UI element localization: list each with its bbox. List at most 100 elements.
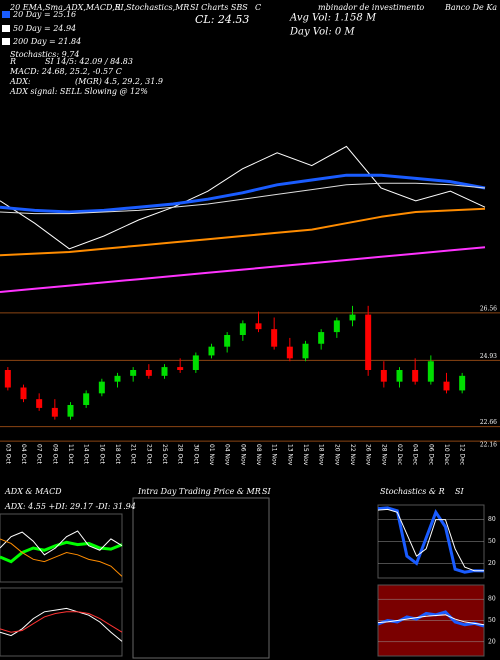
y-tick-label: 20 <box>488 560 496 567</box>
candle-body <box>365 314 372 370</box>
candle-body <box>192 355 199 370</box>
series-line <box>0 530 123 556</box>
panel-frame <box>0 513 123 583</box>
avg-vol: Avg Vol: 1.158 M <box>289 13 377 24</box>
x-tick-label: 30 Oct <box>192 444 199 465</box>
candle-body <box>459 375 466 391</box>
y-tick-label: 80 <box>488 516 496 523</box>
legend-entry: 200 Day = 21.84 <box>12 37 81 46</box>
series-line <box>0 538 123 577</box>
candle-body <box>224 335 231 347</box>
x-tick-label: 09 Oct <box>51 444 58 465</box>
candle-body <box>302 343 309 359</box>
candle-body <box>51 407 58 417</box>
intraday-panel <box>132 497 270 659</box>
candle-body <box>349 314 356 321</box>
panel-title: SI <box>262 487 271 496</box>
candle-body <box>67 405 74 417</box>
candle-body <box>20 387 27 400</box>
panel-title: Stochastics & R <box>380 487 445 496</box>
x-tick-label: 10 Dec <box>443 444 450 465</box>
candle-body <box>333 320 340 333</box>
candle-body <box>130 370 137 376</box>
candle-body <box>318 332 325 344</box>
info-text: ADX signal: SELL Slowing @ 12% <box>9 87 148 96</box>
info-text: (MGR) 4.5, 29.2, 31.9 <box>75 77 163 86</box>
x-tick-label: 03 Oct <box>4 444 11 465</box>
candle-body <box>145 370 152 376</box>
x-tick-label: 06 Dec <box>427 444 434 465</box>
candle-body <box>177 367 184 370</box>
candle-body <box>208 346 215 356</box>
y-tick-label: 22.66 <box>480 419 497 426</box>
y-tick-label: 50 <box>488 538 496 545</box>
x-tick-label: 08 Nov <box>255 444 262 466</box>
candle-body <box>98 381 105 394</box>
candle-body <box>443 381 450 391</box>
header-text: mbinador de investimento <box>318 3 424 12</box>
x-tick-label: 20 Nov <box>333 444 340 466</box>
y-tick-label: 24.93 <box>480 353 497 360</box>
header-text: 20 EMA,Sma,ADX,MACD,R <box>9 3 121 12</box>
x-tick-label: 13 Nov <box>286 444 293 466</box>
info-text: MACD: 24.68, 25.2, -0.57 C <box>9 67 122 76</box>
x-tick-label: 07 Oct <box>36 444 43 465</box>
series-line <box>0 611 123 633</box>
x-tick-label: 02 Dec <box>396 444 403 465</box>
x-tick-label: 06 Nov <box>239 444 246 466</box>
x-tick-label: 11 Oct <box>67 444 74 465</box>
panel-title: ADX & MACD <box>4 487 62 496</box>
x-tick-label: 28 Oct <box>177 444 184 465</box>
x-tick-label: 11 Nov <box>271 444 278 466</box>
candle-body <box>396 370 403 382</box>
x-tick-label: 18 Oct <box>114 444 121 465</box>
legend-swatch <box>2 25 10 32</box>
series-line <box>0 173 486 214</box>
legend-swatch <box>2 11 10 18</box>
candle-body <box>412 370 419 382</box>
panel-title: SI <box>455 487 464 496</box>
header-text: Banco De Ka <box>444 3 497 12</box>
candle-body <box>114 375 121 382</box>
legend-entry: 50 Day = 24.94 <box>13 24 76 33</box>
series-line <box>0 246 486 293</box>
x-tick-label: 16 Oct <box>98 444 105 465</box>
y-tick-label: 50 <box>488 617 496 624</box>
series-line <box>377 506 485 574</box>
candle-body <box>271 329 278 347</box>
x-tick-label: 14 Oct <box>83 444 90 465</box>
x-tick-label: 28 Nov <box>380 444 387 466</box>
candle-body <box>427 361 434 382</box>
x-tick-label: 12 Dec <box>459 444 466 465</box>
candle-body <box>239 323 246 335</box>
candle-body <box>83 393 90 405</box>
x-tick-label: 18 Nov <box>318 444 325 466</box>
series-line <box>377 614 485 626</box>
close-label: CL: 24.53 <box>195 13 249 26</box>
x-tick-label: 01 Nov <box>208 444 215 466</box>
x-tick-label: 04 Oct <box>20 444 27 465</box>
series-line <box>0 207 486 257</box>
info-text: Stochastics: 9.74 <box>10 50 79 59</box>
candle-body <box>4 370 11 388</box>
x-tick-label: 23 Oct <box>145 444 152 465</box>
y-tick-label: 26.56 <box>480 305 497 312</box>
header-text: C <box>255 3 261 12</box>
candle-body <box>161 367 168 376</box>
series-line <box>0 182 486 215</box>
candle-body <box>286 346 293 359</box>
series-line <box>377 508 484 572</box>
day-vol: Day Vol: 0 M <box>289 27 355 38</box>
panel-frame <box>0 587 123 657</box>
y-tick-label: 22.16 <box>480 442 497 449</box>
y-tick-label: 20 <box>488 638 496 645</box>
series-line <box>0 145 486 250</box>
x-tick-label: 15 Nov <box>302 444 309 466</box>
candle-body <box>380 370 387 382</box>
info-text: SI 14/5: 42.09 / 84.83 <box>45 57 133 66</box>
panel-subtitle: ADX: 4.55 +DI: 29.17 -DI: 31.94 <box>4 502 136 511</box>
x-tick-label: 26 Nov <box>365 444 372 466</box>
info-text: ADX: <box>9 77 31 86</box>
x-tick-label: 22 Nov <box>349 444 356 466</box>
